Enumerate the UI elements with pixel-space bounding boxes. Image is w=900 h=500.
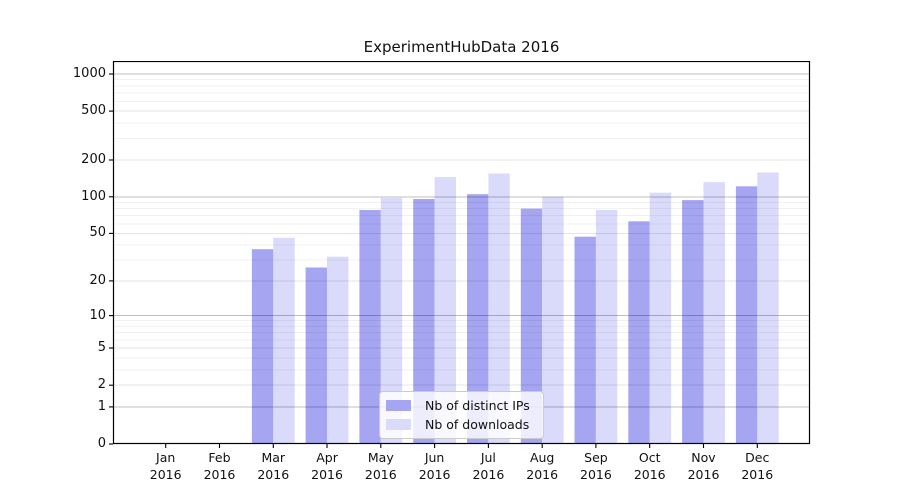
x-tick-label: Nov 2016 — [687, 450, 720, 482]
bar-nb-of-downloads — [434, 177, 456, 444]
bar-nb-of-distinct-ips — [682, 200, 704, 444]
bar-nb-of-downloads — [273, 237, 295, 444]
y-tick-label: 10 — [89, 307, 106, 323]
legend-item-distinct-ips: Nb of distinct IPs — [386, 398, 537, 413]
bar-nb-of-downloads — [649, 192, 672, 444]
bar-nb-of-distinct-ips — [251, 249, 274, 444]
y-tick-label: 2 — [97, 377, 106, 393]
y-tick-label: 1000 — [72, 65, 106, 81]
y-tick-label: 20 — [89, 272, 106, 288]
bar-nb-of-downloads — [595, 210, 618, 444]
bar-nb-of-downloads — [703, 182, 725, 444]
x-tick-label: Apr 2016 — [311, 450, 343, 482]
bar-nb-of-distinct-ips — [359, 210, 381, 444]
bar-nb-of-distinct-ips — [520, 208, 543, 444]
x-tick-label: Jun 2016 — [418, 450, 451, 482]
y-tick-label: 100 — [81, 188, 106, 204]
legend-swatch-downloads — [386, 418, 411, 430]
x-tick-label: Dec 2016 — [741, 450, 774, 482]
x-tick-label: May 2016 — [364, 450, 397, 482]
bar-nb-of-downloads — [542, 196, 564, 444]
legend-item-downloads: Nb of downloads — [386, 417, 537, 432]
x-tick-label: Mar 2016 — [257, 450, 290, 482]
x-tick-label: Aug 2016 — [526, 450, 559, 482]
bar-nb-of-distinct-ips — [305, 267, 327, 444]
x-tick-label: Sep 2016 — [580, 450, 612, 482]
bar-nb-of-downloads — [327, 256, 349, 444]
bar-nb-of-distinct-ips — [413, 199, 435, 444]
bar-nb-of-distinct-ips — [628, 221, 650, 444]
bar-nb-of-downloads — [757, 172, 779, 444]
y-tick-label: 50 — [89, 225, 106, 241]
x-tick-label: Jul 2016 — [472, 450, 505, 482]
y-tick-label: 500 — [81, 103, 106, 119]
y-tick-label: 5 — [97, 340, 106, 356]
chart-plot-area — [109, 61, 811, 448]
bar-nb-of-distinct-ips — [467, 194, 489, 444]
legend-label-downloads: Nb of downloads — [425, 416, 530, 432]
bar-nb-of-downloads — [488, 173, 510, 444]
x-tick-label: Jan 2016 — [149, 450, 182, 482]
y-tick-label: 200 — [81, 151, 106, 167]
y-tick-label: 0 — [97, 436, 106, 451]
legend-label-distinct-ips: Nb of distinct IPs — [425, 398, 530, 414]
x-tick-label: Oct 2016 — [633, 450, 666, 482]
x-tick-label: Feb 2016 — [203, 450, 236, 482]
y-tick-label: 1 — [97, 398, 106, 414]
bar-nb-of-distinct-ips — [574, 236, 596, 444]
plot-border — [112, 61, 811, 445]
bar-nb-of-downloads — [380, 197, 403, 444]
bar-nb-of-distinct-ips — [735, 186, 758, 445]
legend: Nb of distinct IPs Nb of downloads — [379, 391, 544, 439]
chart-title: ExperimentHubData 2016 — [363, 38, 560, 56]
legend-swatch-distinct-ips — [386, 400, 411, 412]
